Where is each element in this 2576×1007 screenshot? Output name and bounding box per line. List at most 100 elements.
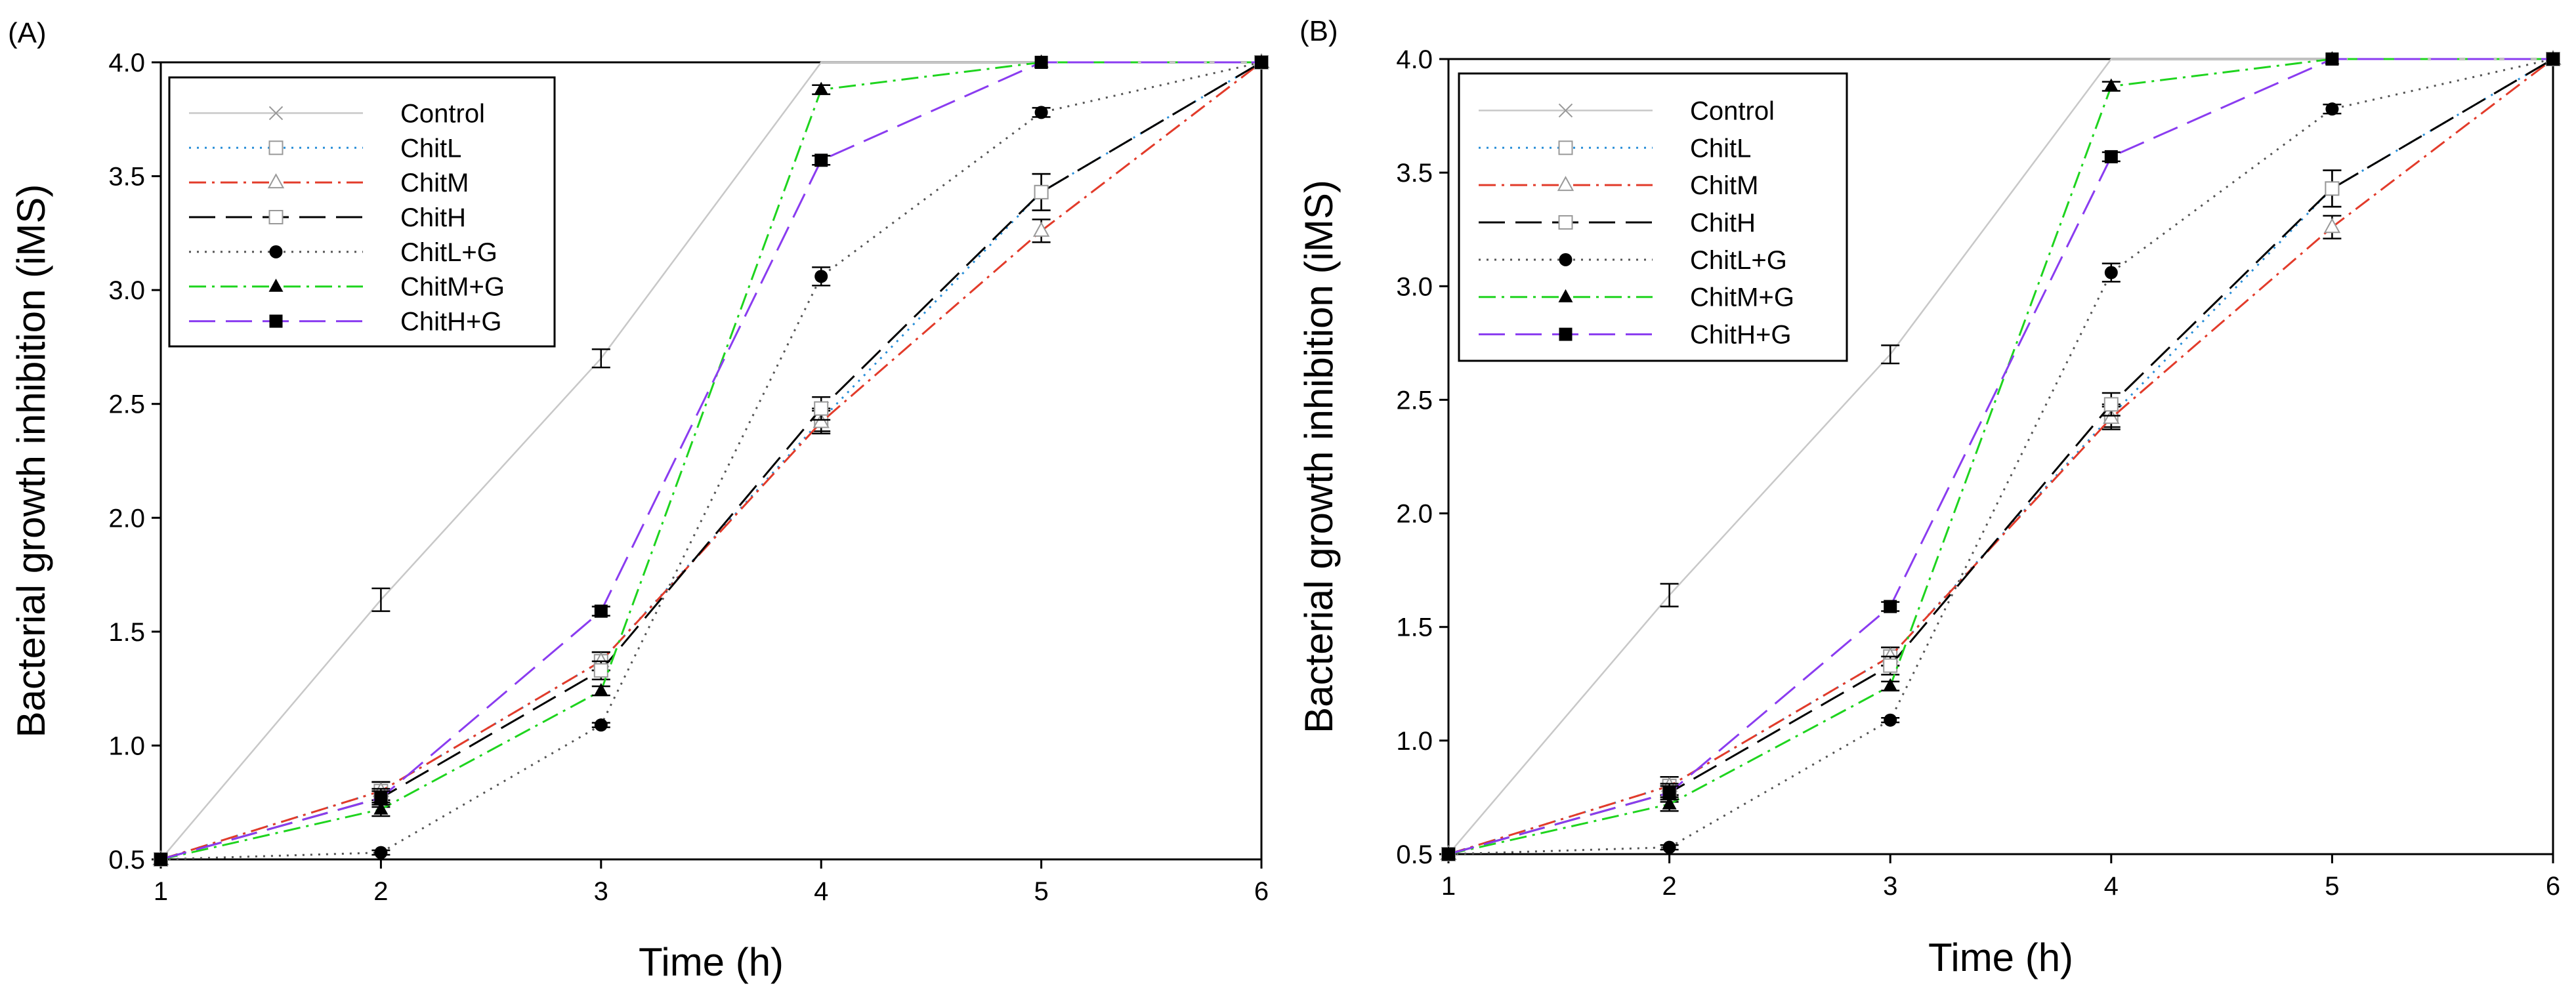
y-tick-label: 0.5 (108, 846, 145, 874)
marker-square (1884, 600, 1897, 613)
legend-label: ChitL+G (400, 238, 497, 267)
legend-label: ChitH (400, 203, 466, 232)
x-tick-label: 4 (814, 877, 828, 906)
marker-triangle (2103, 78, 2119, 92)
chart-panel-b: (B) 0.5 1.0 1.5 2.0 2.5 3.0 3.5 4.0 1 2 3 4 5 6 Bacteri… (1297, 15, 2562, 979)
series-line (1448, 58, 2553, 855)
marker-circle (1662, 840, 1676, 854)
x-tick-label: 1 (154, 877, 168, 906)
marker-open-square (1558, 215, 1573, 230)
y-tick-label: 1.5 (1396, 613, 1433, 642)
marker-open-square (1558, 140, 1573, 155)
marker-x (268, 106, 284, 121)
marker-circle (269, 245, 283, 258)
legend-box (168, 76, 556, 348)
x-tick-label: 6 (1254, 877, 1269, 906)
marker-square (1034, 56, 1048, 69)
series-chith-plus-g (154, 56, 1268, 866)
marker-open-triangle (1557, 176, 1574, 192)
x-tick-label: 2 (1662, 872, 1676, 901)
x-tick-label: 5 (1034, 877, 1048, 906)
marker-circle (2104, 266, 2118, 279)
y-tick-label: 2.5 (1396, 386, 1433, 415)
y-axis-label: Bacterial growth inhibition (iMS) (1297, 180, 1341, 733)
marker-triangle (1662, 796, 1677, 810)
x-axis-label: Time (h) (639, 940, 784, 984)
legend-label: ChitM+G (400, 273, 505, 302)
x-tick-label: 1 (1441, 872, 1456, 901)
panel-label: (A) (8, 17, 47, 49)
marker-circle (1884, 713, 1897, 727)
marker-square (154, 853, 167, 866)
marker-circle (814, 270, 828, 283)
y-tick-label: 1.0 (108, 731, 145, 760)
legend-label: ChitM+G (1690, 283, 1794, 312)
marker-open-square (1883, 658, 1898, 673)
legend-label: ChitH+G (1690, 321, 1792, 350)
marker-triangle (593, 683, 608, 697)
marker-square (1662, 786, 1676, 800)
marker-open-triangle (2323, 218, 2341, 234)
marker-circle (1559, 253, 1573, 266)
y-tick-label: 3.5 (108, 163, 145, 192)
series-chith-plus-g (1442, 52, 2560, 861)
marker-triangle (814, 81, 829, 95)
marker-square (2546, 52, 2560, 66)
marker-triangle (268, 278, 284, 292)
chart-panel-a: (A) 0.5 1.0 1.5 2.0 2.5 3.0 3.5 4.0 1 2 3 4 5 6 Bacteri… (8, 17, 1270, 984)
marker-open-square (814, 401, 829, 416)
marker-open-square (593, 663, 608, 678)
marker-triangle (1558, 289, 1573, 302)
legend-label: ChitL (1690, 134, 1751, 163)
series-line (160, 61, 1262, 861)
legend-label: ChitL (400, 134, 461, 163)
x-tick-label: 3 (594, 877, 608, 906)
marker-open-triangle (813, 413, 830, 428)
marker-open-square (2325, 181, 2340, 196)
legend-label: ChitM (1690, 171, 1758, 200)
legend-label: ChitH (1690, 209, 1756, 237)
legend: Control ChitL ChitM ChitH ChitL+G ChitM+G Chit… (1458, 72, 1848, 362)
x-tick-label: 2 (373, 877, 388, 906)
plot-frame (1447, 58, 2554, 855)
marker-open-triangle (2103, 409, 2120, 424)
legend-label: ChitH+G (400, 308, 502, 337)
marker-stroke (268, 106, 284, 121)
marker-square (594, 604, 608, 618)
y-tick-label: 2.5 (108, 390, 145, 419)
marker-open-triangle (1032, 221, 1050, 237)
series-group (1440, 49, 2562, 861)
marker-square (1255, 56, 1268, 69)
panel-label: (B) (1299, 15, 1338, 47)
y-tick-label: 3.0 (1396, 272, 1433, 301)
marker-square (374, 791, 388, 805)
marker-open-triangle (267, 173, 285, 189)
series-line (1448, 58, 2553, 855)
marker-open-square (268, 140, 284, 155)
y-tick-label: 3.5 (1396, 159, 1433, 188)
y-tick-label: 2.0 (1396, 500, 1433, 529)
marker-circle (374, 846, 388, 859)
y-tick-label: 0.5 (1396, 840, 1433, 869)
marker-circle (1034, 106, 1048, 119)
plot-frame (159, 61, 1263, 861)
series-group (152, 52, 1270, 867)
y-tick-label: 4.0 (108, 49, 145, 77)
marker-square (2325, 52, 2339, 66)
marker-square (269, 314, 283, 328)
marker-square (1442, 848, 1455, 861)
y-tick-label: 1.5 (108, 618, 145, 647)
marker-triangle (373, 801, 389, 815)
marker-square (2104, 150, 2118, 163)
y-tick-label: 2.0 (108, 504, 145, 533)
series-line (160, 61, 1261, 861)
y-tick-label: 3.0 (108, 276, 145, 305)
marker-open-square (1034, 184, 1049, 199)
marker-square (1559, 327, 1573, 341)
series-line (160, 61, 1262, 861)
legend-label: Control (400, 99, 485, 128)
x-axis-label: Time (h) (1928, 935, 2073, 979)
marker-open-square (2103, 397, 2119, 412)
legend: Control ChitL ChitM ChitH ChitL+G ChitM+G Chit… (168, 76, 556, 348)
